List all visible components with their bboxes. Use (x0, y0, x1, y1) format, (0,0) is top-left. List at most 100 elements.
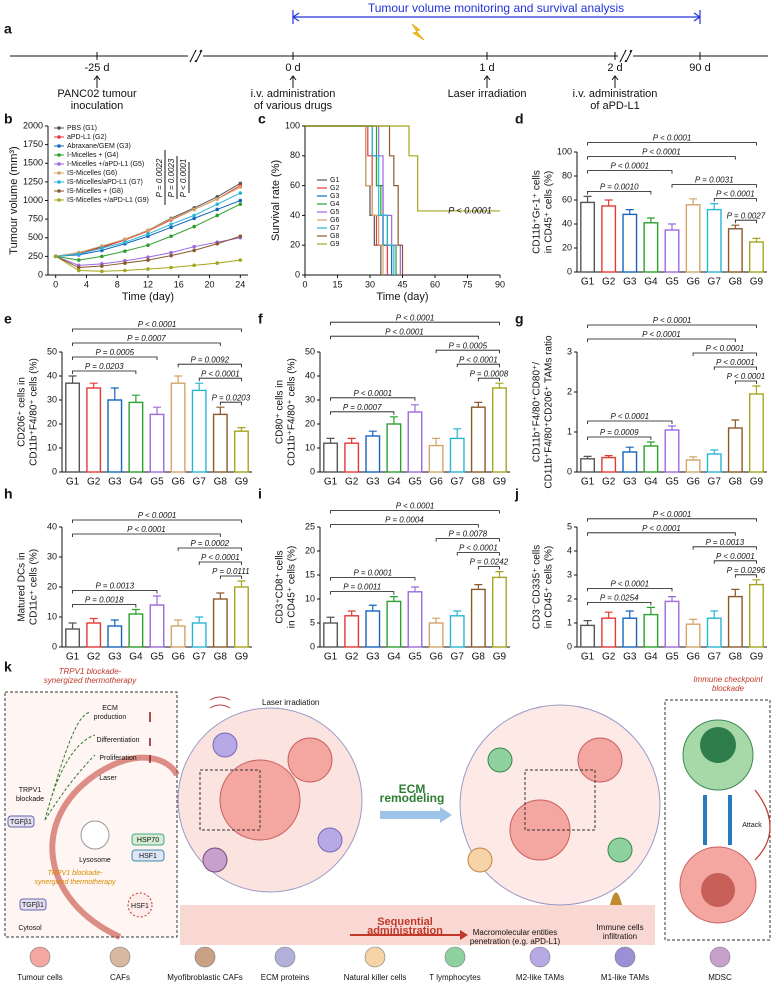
significance-bracket (330, 321, 500, 326)
legend-label: IS-Micelles (G6) (67, 170, 117, 177)
error-bar (326, 616, 335, 623)
series-line (55, 200, 241, 257)
y-tick-label: 1500 (23, 158, 43, 168)
remodel-arrow (440, 807, 452, 823)
p-value: P < 0.0001 (642, 148, 681, 157)
bar (191, 622, 207, 648)
event-text: i.v. administration (573, 88, 658, 100)
y-tick-label: 50 (305, 346, 315, 356)
x-tick-label: G9 (493, 652, 507, 663)
x-tick-label: 60 (430, 279, 440, 289)
legend-icon (194, 946, 216, 968)
legend-icon (709, 946, 731, 968)
error-bar (710, 449, 719, 454)
y-tick-label: 30 (305, 394, 315, 404)
point (146, 255, 150, 259)
x-tick-label: G2 (87, 477, 101, 488)
error-bar (389, 416, 398, 424)
legend-label: G5 (330, 209, 339, 216)
significance-bracket (692, 352, 757, 356)
legend-icon (274, 946, 296, 968)
schematic-text: infiltration (603, 932, 637, 941)
p-value: P < 0.0001 (201, 369, 240, 378)
error-bar (689, 456, 698, 460)
x-tick-label: G6 (686, 477, 700, 488)
x-tick-label: G2 (345, 652, 359, 663)
x-tick-label: G8 (729, 277, 743, 288)
schematic-text: blockade (16, 796, 44, 803)
schematic (4, 691, 771, 945)
error-bar (411, 586, 419, 592)
schematic-text: Lysosome (79, 857, 111, 864)
event-text: of aPD-L1 (590, 100, 640, 112)
x-tick-label: 15 (332, 279, 342, 289)
y-tick-label: 3 (567, 569, 572, 579)
significance-bracket (177, 547, 242, 551)
panel-label: e (4, 311, 12, 327)
error-bar (195, 616, 204, 623)
point (100, 269, 104, 274)
x-tick-label: 12 (143, 279, 153, 289)
schematic-text: TRPV1 (19, 787, 42, 794)
point (215, 241, 220, 246)
legend-label: IS-Micelles/aPD-L1 (G7) (67, 179, 143, 186)
schematic-text: Attack (742, 822, 762, 829)
x-tick-label: G1 (581, 477, 595, 488)
event-arrow (93, 75, 101, 88)
point (169, 253, 173, 258)
panel-label: f (258, 311, 263, 327)
axis-break (618, 52, 633, 60)
significance-bracket (177, 363, 242, 368)
significance-bracket (435, 538, 500, 542)
p-value: P = 0.0002 (190, 539, 229, 548)
error-bar (411, 404, 419, 412)
bar (643, 222, 659, 273)
p-value: P < 0.0001 (385, 327, 424, 336)
x-tick-label: G2 (87, 652, 101, 663)
point (192, 216, 196, 221)
y-tick-label: 20 (290, 240, 300, 250)
x-tick-label: G6 (686, 277, 700, 288)
p-value: P = 0.0005 (95, 348, 134, 357)
panel-label: a (4, 21, 12, 37)
p-value: P < 0.0001 (396, 502, 435, 511)
p-value: P < 0.0001 (459, 355, 498, 364)
bar (407, 591, 423, 648)
x-tick-label: G5 (150, 652, 164, 663)
bar (365, 435, 381, 473)
p-value: P = 0.0027 (727, 211, 766, 220)
bar (685, 459, 701, 473)
error-bar (131, 608, 140, 614)
x-tick-label: G2 (602, 277, 616, 288)
y-tick-label: 100 (557, 146, 572, 156)
x-tick-label: G2 (602, 477, 616, 488)
error-bar (131, 394, 140, 403)
error-bar (668, 596, 676, 602)
x-tick-label: G5 (408, 652, 422, 663)
legend-label: T lymphocytes (429, 973, 480, 982)
error-bar (237, 427, 246, 432)
sequence-arrow (460, 930, 468, 940)
error-bar (752, 579, 761, 585)
y-tick-label: 2 (567, 593, 572, 603)
y-tick-label: 0 (310, 466, 315, 476)
x-tick-label: G1 (581, 277, 595, 288)
error-bar (110, 619, 119, 626)
y-tick-label: 25 (305, 521, 315, 531)
event-arrow (611, 75, 619, 88)
x-tick-label: G5 (408, 477, 422, 488)
x-tick-label: G4 (644, 277, 658, 288)
error-bar (604, 455, 613, 458)
error-bar (668, 223, 676, 230)
p-value: P < 0.0001 (610, 162, 649, 171)
point (169, 265, 173, 270)
p-value: P = 0.0007 (127, 334, 166, 343)
point (238, 258, 243, 262)
timeline: Tumour volume monitoring and survival an… (10, 1, 768, 63)
p-value: P < 0.0001 (716, 358, 755, 367)
x-tick-label: G8 (729, 477, 743, 488)
error-bar (710, 203, 719, 210)
bar (727, 427, 743, 473)
bar (65, 382, 81, 473)
panel-label: d (515, 111, 524, 127)
